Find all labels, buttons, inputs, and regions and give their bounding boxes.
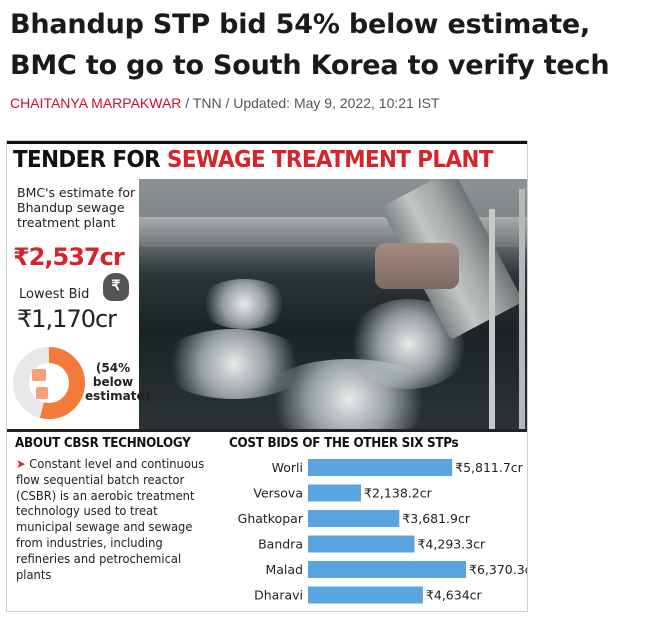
cost-bids-chart: Worli ₹5,811.7cr Versova ₹2,138.2cr Ghatkopa…	[238, 459, 527, 604]
bar-value-label: ₹2,138.2cr	[364, 486, 433, 501]
bar-bandra	[308, 535, 415, 553]
bar-value-label: ₹5,811.7cr	[455, 460, 524, 475]
banner-title-red: SEWAGE TREATMENT PLANT	[166, 147, 493, 173]
bar-versova	[308, 484, 362, 502]
about-body: ➤ Constant level and continuous flow seq…	[16, 456, 206, 582]
bar-category-label: Malad	[265, 562, 303, 577]
sewage-tank-photo	[139, 179, 527, 429]
infographic: TENDER FOR SEWAGE TREATMENT PLANT BMC's …	[6, 140, 528, 612]
bar-malad	[308, 561, 466, 578]
lowest-bid-label: Lowest Bid	[19, 287, 90, 302]
estimate-label: BMC's estimate for Bhandup sewage treatm…	[17, 185, 136, 230]
bar-category-label: Bandra	[258, 537, 303, 552]
about-title: ABOUT CBSR TECHNOLOGY	[15, 436, 191, 451]
headline-line-2: BMC to go to South Korea to verify tech	[10, 50, 610, 81]
section-divider	[7, 429, 527, 432]
donut-arc	[13, 347, 85, 419]
building-icon	[36, 387, 48, 399]
lowest-bid-value: ₹1,170cr	[17, 305, 117, 333]
banner-title: TENDER FOR SEWAGE TREATMENT PLANT	[13, 147, 493, 173]
money-bag-icon	[103, 273, 129, 301]
bar-category-label: Worli	[272, 460, 303, 475]
cost-bids-panel: COST BIDS OF THE OTHER SIX STPs Worli ₹5,…	[221, 432, 527, 611]
estimate-value: ₹2,537cr	[13, 243, 125, 271]
bar-ghatkopar	[308, 510, 400, 527]
bar-category-label: Dharavi	[254, 588, 303, 603]
bar-value-label: ₹3,681.9cr	[402, 511, 471, 526]
banner-title-black: TENDER FOR	[13, 147, 167, 173]
railing	[519, 189, 525, 429]
bar-category-label: Versova	[253, 486, 303, 501]
foam-patch	[199, 279, 289, 329]
below-estimate-label: (54% below estimate)	[85, 361, 151, 403]
infographic-banner: TENDER FOR SEWAGE TREATMENT PLANT	[7, 141, 527, 181]
arrow-right-icon: ➤	[16, 456, 26, 471]
bar-dharavi	[308, 586, 423, 604]
railing	[489, 209, 495, 429]
estimate-panel: BMC's estimate for Bhandup sewage treatm…	[7, 179, 151, 429]
chat-icon	[32, 369, 46, 381]
bar-value-label: ₹4,293.3cr	[417, 537, 486, 552]
bar-category-label: Ghatkopar	[238, 511, 304, 526]
about-text: Constant level and continuous flow seque…	[16, 456, 205, 582]
about-cbsr-panel: ABOUT CBSR TECHNOLOGY ➤ Constant level a…	[7, 432, 221, 611]
headline-line-1: Bhandup STP bid 54% below estimate,	[10, 9, 591, 40]
author-link[interactable]: Chaitanya Marpakwar	[10, 95, 182, 111]
bar-value-label: ₹4,634cr	[426, 588, 483, 603]
bar-worli	[308, 459, 453, 476]
outlet-pipe-mouth	[375, 243, 459, 289]
below-estimate-donut	[13, 347, 85, 419]
costs-title: COST BIDS OF THE OTHER SIX STPs	[229, 436, 459, 451]
article-headline: Bhandup STP bid 54% below estimate, BMC …	[10, 4, 665, 86]
byline: Chaitanya Marpakwar / TNN / Updated: May…	[10, 95, 440, 111]
bar-value-label: ₹6,370.3cr	[469, 562, 527, 577]
byline-meta: / TNN / Updated: May 9, 2022, 10:21 IST	[181, 95, 440, 111]
